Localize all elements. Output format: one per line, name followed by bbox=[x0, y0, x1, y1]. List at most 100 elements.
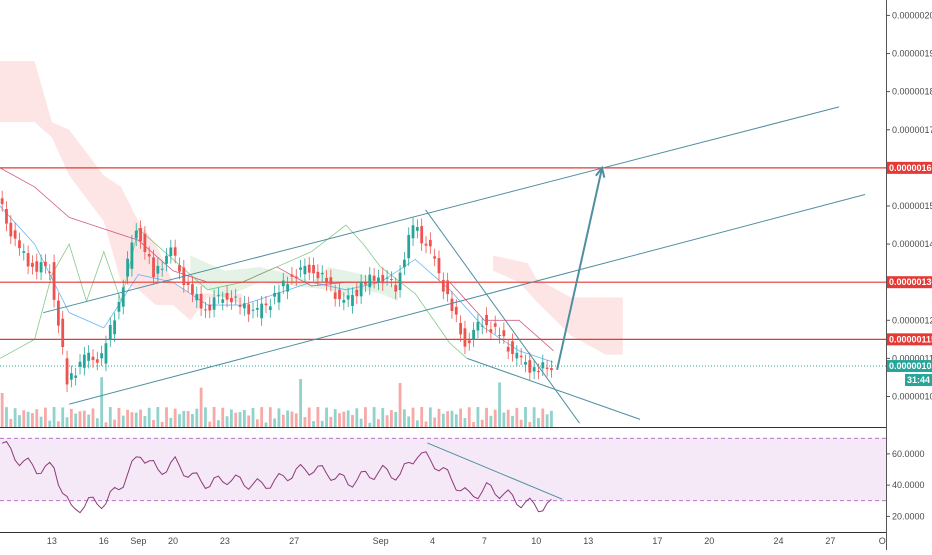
price-tick-label: 0.00000120 bbox=[892, 315, 932, 325]
volume-bar bbox=[398, 382, 402, 427]
candle-body bbox=[485, 314, 488, 326]
volume-bar bbox=[173, 408, 177, 427]
volume-bar bbox=[65, 417, 69, 427]
wedge-bottom-line[interactable] bbox=[466, 357, 641, 420]
channel-bottom-line[interactable] bbox=[69, 194, 866, 405]
volume-bar bbox=[108, 407, 112, 427]
candle-body bbox=[191, 284, 194, 295]
candle-body bbox=[87, 352, 91, 361]
last-price-badge bbox=[887, 360, 932, 373]
candle-body bbox=[316, 271, 320, 279]
rsi-line[interactable] bbox=[1, 440, 552, 514]
candle-body bbox=[208, 304, 212, 311]
volume-bar bbox=[229, 409, 233, 427]
volume-bar bbox=[22, 410, 26, 427]
candle-body bbox=[385, 277, 389, 279]
volume-bar bbox=[342, 411, 346, 427]
candle-body bbox=[281, 280, 285, 287]
price-tick-label: 0.00000140 bbox=[892, 239, 932, 249]
price-tick-label: 0.00000150 bbox=[892, 201, 932, 211]
volume-bar bbox=[351, 414, 354, 427]
candle-body bbox=[48, 271, 52, 273]
wedge-top-line[interactable] bbox=[425, 209, 580, 424]
volume-bar bbox=[372, 407, 376, 427]
candle-body bbox=[104, 343, 108, 364]
candle-body bbox=[100, 353, 104, 359]
candle-body bbox=[294, 276, 298, 279]
candle-body bbox=[351, 294, 354, 306]
rsi-panel[interactable] bbox=[0, 437, 886, 533]
candle-body bbox=[74, 375, 78, 378]
level-badge-label: 0.00000115 bbox=[889, 334, 932, 344]
rsi-trendline[interactable] bbox=[427, 442, 563, 500]
time-tick-label: 27 bbox=[825, 536, 835, 546]
volume-bar bbox=[165, 407, 168, 427]
candle-body bbox=[545, 367, 549, 369]
volume-bar bbox=[268, 407, 272, 427]
price-tick-label: 0.00000100 bbox=[892, 392, 932, 402]
candle-body bbox=[91, 356, 95, 361]
candle-body bbox=[355, 289, 359, 297]
volume-bar bbox=[476, 407, 480, 427]
projection-arrow[interactable] bbox=[556, 167, 604, 371]
volume-bar bbox=[48, 420, 52, 427]
volume-bar bbox=[117, 407, 121, 427]
candle-body bbox=[69, 373, 73, 380]
candle-body bbox=[498, 335, 501, 337]
volume-bar bbox=[515, 407, 519, 427]
volume-bar bbox=[467, 407, 471, 427]
candle-body bbox=[381, 274, 385, 284]
candle-body bbox=[489, 329, 493, 333]
volume-bar bbox=[303, 417, 307, 427]
candle-body bbox=[398, 272, 402, 291]
countdown-label: 31:44 bbox=[907, 375, 930, 385]
candle-body bbox=[212, 297, 216, 310]
volume-bar bbox=[355, 408, 359, 427]
candle-body bbox=[165, 255, 168, 264]
volume-bar bbox=[26, 411, 30, 427]
time-tick-label: 27 bbox=[289, 536, 299, 546]
volume-bar bbox=[299, 379, 302, 427]
price-panel[interactable] bbox=[0, 61, 886, 428]
candle-body bbox=[56, 300, 60, 326]
candle-body bbox=[420, 226, 424, 244]
candle-body bbox=[139, 228, 142, 242]
volume-bar bbox=[346, 410, 350, 427]
volume-bar bbox=[156, 407, 160, 427]
candle-body bbox=[290, 274, 294, 277]
volume-bar bbox=[390, 410, 393, 427]
volume-bar bbox=[91, 408, 95, 427]
candle-body bbox=[82, 354, 86, 368]
level-badge bbox=[887, 333, 932, 346]
candle-body bbox=[169, 247, 173, 256]
candle-body bbox=[428, 240, 432, 247]
candle-body bbox=[264, 303, 268, 306]
rsi-tick-label: 20.0000 bbox=[892, 511, 925, 521]
candle-body bbox=[229, 297, 233, 303]
volume-bar bbox=[5, 407, 8, 427]
volume-bar bbox=[225, 416, 229, 427]
candle-body bbox=[117, 301, 121, 312]
candle-body bbox=[65, 358, 69, 385]
volume-bar bbox=[61, 407, 65, 427]
volume-bar bbox=[519, 419, 523, 427]
volume-bar bbox=[212, 407, 216, 427]
volume-bar bbox=[9, 418, 13, 427]
price-tick-label: 0.00000180 bbox=[892, 87, 932, 97]
candle-body bbox=[433, 256, 437, 259]
candle-body bbox=[273, 292, 277, 297]
channel-top-line[interactable] bbox=[43, 106, 840, 314]
volume-bar bbox=[312, 421, 315, 427]
time-tick-label: 17 bbox=[652, 536, 662, 546]
candle-body bbox=[152, 257, 155, 278]
volume-bar bbox=[74, 413, 78, 427]
volume-bar bbox=[31, 413, 34, 427]
candle-body bbox=[186, 282, 190, 285]
time-axis[interactable]: 13 16 Sep 20 23 27 Sep 4 7 10 13 17 20 24 27 O bbox=[47, 536, 886, 546]
candle-body bbox=[61, 318, 65, 348]
candle-body bbox=[22, 251, 26, 253]
volume-bar bbox=[82, 410, 86, 427]
rsi-tick-label: 40.0000 bbox=[892, 480, 925, 490]
